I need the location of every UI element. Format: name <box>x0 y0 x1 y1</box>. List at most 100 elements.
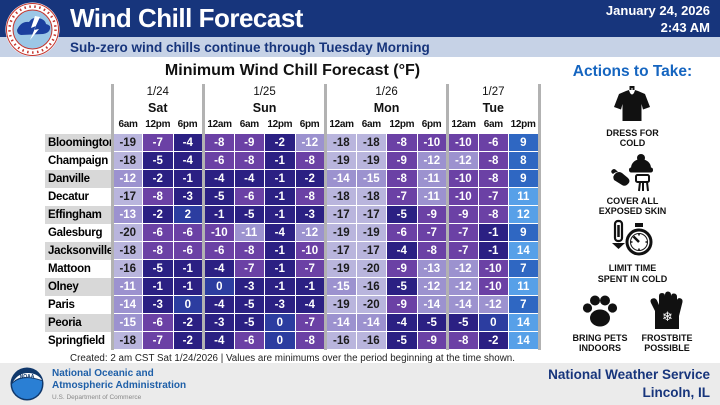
wind-chill-cell: -1 <box>264 241 296 260</box>
wind-chill-cell: -16 <box>110 259 143 278</box>
footer-bar: NOAA National Oceanic and Atmospheric Ad… <box>0 363 720 405</box>
wind-chill-cell: -19 <box>324 259 357 278</box>
wind-chill-cell: -9 <box>233 133 266 152</box>
wind-chill-cell: -8 <box>294 331 327 350</box>
time-header: 12am <box>446 116 479 134</box>
wind-chill-cell: -7 <box>477 187 510 206</box>
wind-chill-cell: -6 <box>233 187 266 206</box>
wind-chill-cell: -18 <box>324 133 357 152</box>
wind-chill-cell: -12 <box>294 223 327 242</box>
wind-chill-cell: -7 <box>446 223 479 242</box>
action-frostbite-possible: ❄ FROSTBITE POSSIBLE <box>642 291 693 354</box>
city-label: Galesburg <box>45 223 112 242</box>
wind-chill-cell: -8 <box>477 151 510 170</box>
wind-chill-cell: -17 <box>355 241 388 260</box>
wind-chill-cell: 2 <box>172 205 205 224</box>
city-label: Jacksonville <box>45 241 112 260</box>
city-label: Champaign <box>45 151 112 170</box>
wind-chill-cell: -8 <box>446 331 479 350</box>
wind-chill-cell: -8 <box>477 169 510 188</box>
wind-chill-cell: -17 <box>355 205 388 224</box>
wind-chill-cell: -2 <box>142 205 174 224</box>
svg-text:NOAA: NOAA <box>20 374 35 380</box>
wind-chill-cell: -9 <box>386 151 418 170</box>
wind-chill-cell: -19 <box>324 151 357 170</box>
wind-chill-cell: -4 <box>202 169 235 188</box>
wind-chill-cell: -5 <box>233 295 266 314</box>
wind-chill-cell: -8 <box>233 151 266 170</box>
wind-chill-cell: -12 <box>294 133 327 152</box>
wind-chill-cell: -1 <box>264 259 296 278</box>
wind-chill-cell: -8 <box>202 133 235 152</box>
day-header: Mon <box>324 100 448 116</box>
wind-chill-cell: -2 <box>172 331 205 350</box>
date-header: 1/27 <box>446 84 541 100</box>
wind-chill-cell: -8 <box>233 241 266 260</box>
wind-chill-cell: -1 <box>477 223 510 242</box>
wind-chill-cell: -17 <box>110 187 143 206</box>
wind-chill-cell: -5 <box>142 259 174 278</box>
wind-chill-cell: -3 <box>172 187 205 206</box>
wind-chill-cell: 7 <box>508 295 541 314</box>
time-header: 12am <box>202 116 235 134</box>
wind-chill-cell: -12 <box>446 151 479 170</box>
wind-chill-cell: -4 <box>386 313 418 332</box>
wind-chill-cell: 14 <box>508 313 541 332</box>
wind-chill-cell: -5 <box>416 313 449 332</box>
wind-chill-cell: -18 <box>110 331 143 350</box>
created-note: Created: 2 am CST Sat 1/24/2026 | Values… <box>70 353 515 364</box>
action-dress-for-cold: DRESS FOR COLD <box>606 86 659 149</box>
wind-chill-cell: -9 <box>416 205 449 224</box>
agency-name-block: National Oceanic and Atmospheric Adminis… <box>52 368 186 401</box>
time-header: 12pm <box>508 116 541 134</box>
wind-chill-cell: -7 <box>446 241 479 260</box>
table-row: Danville -12 -2 -1 -4 -4 -1 -2 -14 -15 -8 -11 -10 -8 9 <box>45 169 541 188</box>
wind-chill-cell: -10 <box>477 277 510 296</box>
time-header: 12pm <box>267 119 293 130</box>
wind-chill-cell: -9 <box>446 205 479 224</box>
wind-chill-cell: -12 <box>416 151 449 170</box>
wind-chill-cell: -17 <box>324 241 357 260</box>
wind-chill-cell: -12 <box>110 169 143 188</box>
table-row: Bloomington -19 -7 -4 -8 -9 -2 -12 -18 -18 -8 -10 -1… <box>45 133 541 152</box>
issued-date: January 24, 2026 <box>605 2 710 18</box>
day-header: Sun <box>202 100 326 116</box>
wind-chill-cell: -2 <box>142 169 174 188</box>
date-header: 1/25 <box>202 84 326 100</box>
office-name-block: National Weather Service Lincoln, IL <box>548 366 710 401</box>
city-label: Decatur <box>45 187 112 206</box>
table-row: Mattoon -16 -5 -1 -4 -7 -1 -7 -19 -20 -9 -13 -12 -10 7 <box>45 259 541 278</box>
wind-chill-cell: -1 <box>172 259 205 278</box>
wind-chill-cell: -5 <box>386 205 418 224</box>
wind-chill-cell: -19 <box>324 295 357 314</box>
wind-chill-cell: -14 <box>355 313 388 332</box>
wind-chill-cell: -5 <box>233 313 266 332</box>
wind-chill-cell: -4 <box>264 223 296 242</box>
wind-chill-cell: -5 <box>386 331 418 350</box>
wind-chill-cell: -5 <box>142 151 174 170</box>
wind-chill-cell: 9 <box>508 133 541 152</box>
action-limit-time: LIMIT TIME SPENT IN COLD <box>598 219 667 284</box>
wind-chill-cell: -14 <box>416 295 449 314</box>
table-row: Decatur -17 -8 -3 -5 -6 -1 -8 -18 -18 -7 -11 -10 -7 11 <box>45 187 541 206</box>
issued-datetime: January 24, 2026 2:43 AM <box>606 1 720 37</box>
wind-chill-cell: -11 <box>416 187 449 206</box>
wind-chill-cell: -1 <box>264 169 296 188</box>
wind-chill-cell: -19 <box>324 223 357 242</box>
wind-chill-cell: -20 <box>110 223 143 242</box>
wind-chill-cell: 11 <box>508 277 541 296</box>
wind-chill-cell: -14 <box>446 295 479 314</box>
wind-chill-cell: -13 <box>110 205 143 224</box>
wind-chill-cell: -8 <box>477 205 510 224</box>
wind-chill-cell: -8 <box>142 187 174 206</box>
winter-gear-icon <box>610 153 653 191</box>
wind-chill-cell: 7 <box>508 259 541 278</box>
wind-chill-cell: -6 <box>202 151 235 170</box>
wind-chill-cell: -4 <box>294 295 327 314</box>
table-row: Jacksonville -18 -8 -6 -6 -8 -1 -10 -17 -17 -4 -8 -7… <box>45 241 541 260</box>
table-row: Olney -11 -1 -1 0 -3 -1 -1 -15 -16 -5 -12 -12 -10 11 <box>45 277 541 296</box>
wind-chill-cell: 12 <box>508 205 541 224</box>
table-row: Peoria -15 -6 -2 -3 -5 0 -7 -14 -14 -4 -5 -5 0 14 <box>45 313 541 332</box>
time-header: 6pm <box>299 119 320 130</box>
office-location: Lincoln, IL <box>642 385 711 400</box>
